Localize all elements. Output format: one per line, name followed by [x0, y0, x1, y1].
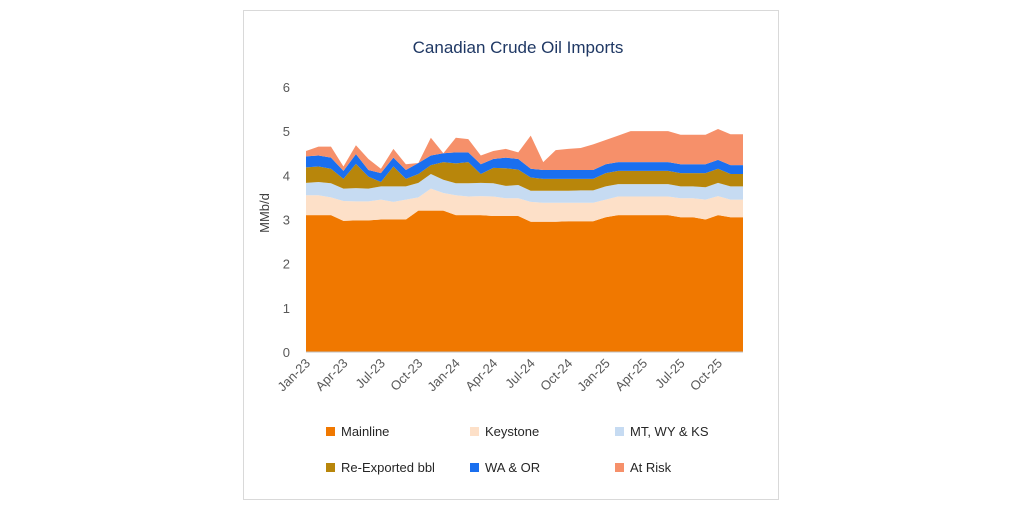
- x-tick-label: Jul-25: [652, 356, 688, 392]
- y-tick-label: 2: [283, 257, 290, 272]
- legend-label: Mainline: [341, 424, 389, 439]
- legend-swatch: [470, 427, 479, 436]
- legend-label: Keystone: [485, 424, 539, 439]
- x-tick-label: Apr-24: [462, 356, 500, 394]
- legend-item-re-exported-bbl: Re-Exported bbl: [326, 460, 435, 475]
- x-tick-label: Oct-24: [537, 356, 575, 394]
- legend-item-at-risk: At Risk: [615, 460, 672, 475]
- y-tick-label: 0: [283, 345, 290, 360]
- y-tick-label: 5: [283, 124, 290, 139]
- x-tick-label: Jan-25: [574, 356, 613, 395]
- legend-label: At Risk: [630, 460, 672, 475]
- x-tick-label: Jan-23: [274, 356, 313, 395]
- area-at-risk: [306, 128, 743, 174]
- area-keystone: [306, 188, 743, 222]
- legend-label: MT, WY & KS: [630, 424, 709, 439]
- y-axis-label: MMb/d: [257, 193, 272, 233]
- area-mainline: [306, 210, 743, 352]
- legend-swatch: [326, 427, 335, 436]
- area-wa-or: [306, 152, 743, 182]
- y-tick-label: 1: [283, 301, 290, 316]
- area-mt-wy-ks: [306, 174, 743, 203]
- chart-svg: Canadian Crude Oil Imports 0 1 2 3 4 5 6 Jan-2…: [257, 38, 743, 475]
- legend-swatch: [326, 463, 335, 472]
- y-tick-label: 3: [283, 213, 290, 228]
- x-tick-label: Jul-24: [502, 356, 538, 392]
- legend-label: WA & OR: [485, 460, 540, 475]
- chart-title: Canadian Crude Oil Imports: [413, 38, 624, 57]
- legend-item-keystone: Keystone: [470, 424, 539, 439]
- legend-item-mt-wy-ks: MT, WY & KS: [615, 424, 709, 439]
- legend-swatch: [615, 427, 624, 436]
- x-tick-label: Jan-24: [424, 356, 463, 395]
- x-tick-label: Apr-25: [612, 356, 650, 394]
- legend-swatch: [615, 463, 624, 472]
- legend-item-wa-or: WA & OR: [470, 460, 540, 475]
- y-tick-label: 4: [283, 168, 290, 183]
- x-tick-label: Apr-23: [312, 356, 350, 394]
- legend: Mainline Keystone MT, WY & KS Re-Exported b…: [326, 424, 709, 475]
- chart-frame: Canadian Crude Oil Imports 0 1 2 3 4 5 6 Jan-2…: [243, 10, 779, 500]
- x-tick-label: Oct-25: [687, 356, 725, 394]
- x-tick-label: Jul-23: [352, 356, 388, 392]
- area-re-exported-bbl: [306, 162, 743, 191]
- y-tick-label: 6: [283, 80, 290, 95]
- legend-swatch: [470, 463, 479, 472]
- legend-label: Re-Exported bbl: [341, 460, 435, 475]
- areas-layer: [306, 128, 743, 352]
- legend-item-mainline: Mainline: [326, 424, 389, 439]
- y-tick-labels: 0 1 2 3 4 5 6: [283, 80, 290, 360]
- x-tick-label: Oct-23: [387, 356, 425, 394]
